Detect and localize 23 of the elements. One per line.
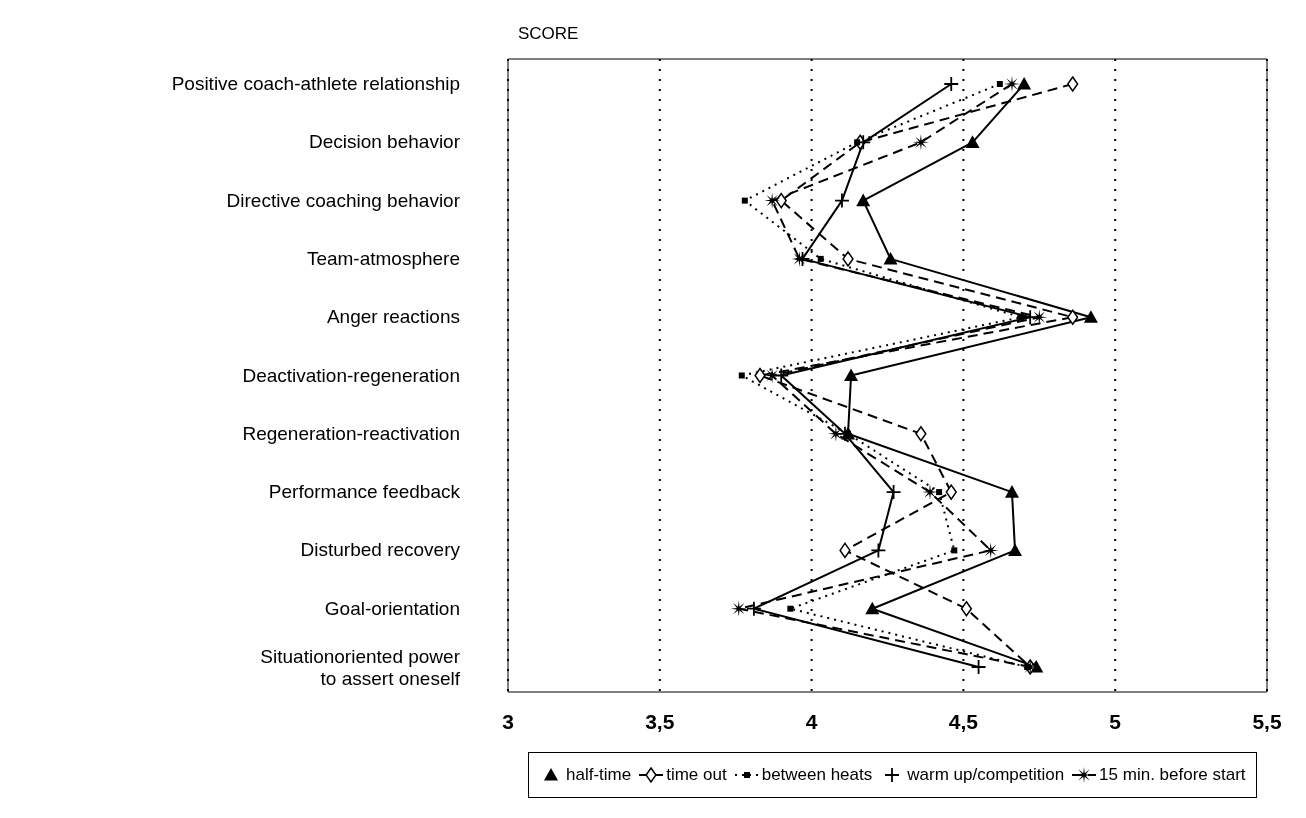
y-tick-label: Team-atmosphere bbox=[306, 247, 460, 269]
y-tick-label: Situationoriented power to assert oneself bbox=[260, 646, 461, 689]
x-tick-label: 4 bbox=[805, 709, 818, 733]
legend-label: warm up/competition bbox=[906, 765, 1065, 785]
y-tick-label: Positive coach-athlete relationship bbox=[171, 73, 460, 94]
legend-label: half-time bbox=[565, 765, 632, 785]
x-tick-label: 4,5 bbox=[948, 709, 979, 733]
x-axis-title: SCORE bbox=[518, 24, 579, 44]
x-tick-label: 5 bbox=[1109, 709, 1122, 733]
x-tick-label: 3 bbox=[502, 709, 514, 733]
y-tick-label: Disturbed recovery bbox=[300, 539, 461, 561]
y-tick-label: Deactivation-regeneration bbox=[242, 364, 460, 386]
legend-label: time out bbox=[665, 765, 727, 785]
x-tick-label: 5,5 bbox=[1252, 709, 1282, 733]
y-tick-label: Goal-orientation bbox=[324, 597, 460, 619]
legend-label: 15 min. before start bbox=[1098, 765, 1246, 785]
y-tick-label: Regeneration-reactivation bbox=[242, 422, 460, 444]
legend-label: between heats bbox=[760, 765, 873, 785]
x-tick-label: 3,5 bbox=[645, 709, 675, 733]
y-tick-label: Directive coaching behavior bbox=[226, 189, 461, 211]
y-tick-label: Anger reactions bbox=[326, 306, 460, 328]
y-tick-label: Decision behavior bbox=[308, 131, 461, 153]
y-tick-label: Performance feedback bbox=[268, 481, 461, 503]
